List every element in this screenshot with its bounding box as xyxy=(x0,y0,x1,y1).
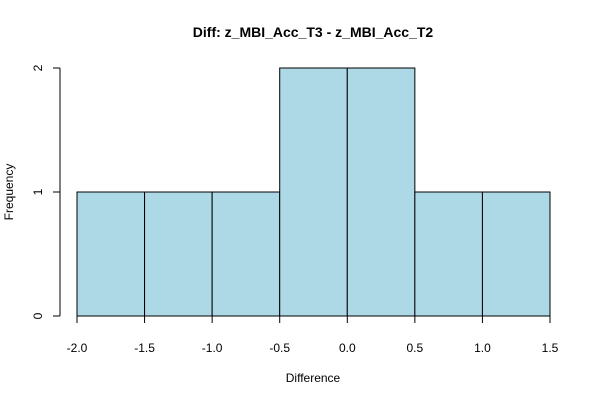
x-tick-label-5: 0.5 xyxy=(407,341,424,355)
histogram-bar-4 xyxy=(346,67,416,317)
x-tick-label-1: -1.5 xyxy=(134,341,155,355)
histogram-bar-0 xyxy=(76,191,146,317)
x-tick-label-4: 0.0 xyxy=(339,341,356,355)
y-axis: 0 1 2 xyxy=(31,64,61,319)
x-tick-label-2: -1.0 xyxy=(202,341,223,355)
histogram-bar-1 xyxy=(144,191,213,317)
y-axis-label: Frequency xyxy=(2,164,16,221)
chart-title: Diff: z_MBI_Acc_T3 - z_MBI_Acc_T2 xyxy=(193,24,434,40)
x-tick-label-6: 1.0 xyxy=(474,341,491,355)
x-tick-label-3: -0.5 xyxy=(269,341,290,355)
histogram-bar-2 xyxy=(211,191,281,317)
x-tick-label-7: 1.5 xyxy=(542,341,559,355)
histogram-bar-6 xyxy=(481,191,551,317)
y-tick-label-1: 1 xyxy=(31,188,45,195)
y-tick-label-2: 2 xyxy=(31,64,45,71)
x-tick-label-0: -2.0 xyxy=(67,341,88,355)
x-axis: -2.0 -1.5 -1.0 -0.5 0.0 0.5 1.0 1.5 xyxy=(67,315,559,355)
x-axis-label: Difference xyxy=(286,371,341,385)
histogram-bar-3 xyxy=(279,67,348,317)
y-tick-label-0: 0 xyxy=(31,312,45,319)
histogram-bar-5 xyxy=(414,191,483,317)
bars-group xyxy=(76,67,551,317)
